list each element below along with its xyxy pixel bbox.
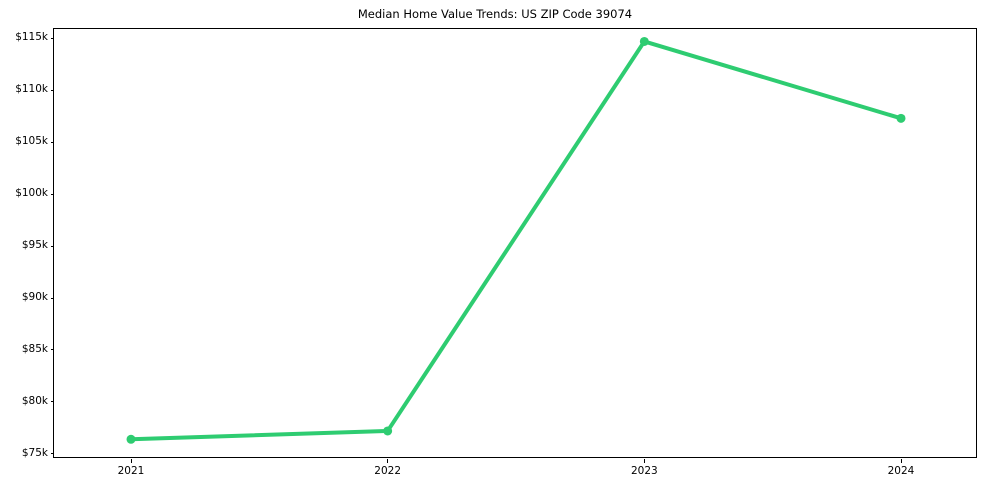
y-tick-label: $75k <box>21 446 48 459</box>
data-point-marker <box>639 36 649 46</box>
series-markers <box>126 36 906 444</box>
series-line-path <box>129 39 903 442</box>
y-tick-label: $100k <box>15 187 48 200</box>
chart-title: Median Home Value Trends: US ZIP Code 39… <box>357 7 633 21</box>
y-tick-mark <box>50 193 54 195</box>
series-line-chart <box>126 36 906 444</box>
y-tick-label: $90k <box>21 291 48 303</box>
data-point-marker <box>126 434 136 444</box>
y-tick-mark <box>50 245 54 247</box>
y-tick-mark <box>50 349 54 351</box>
x-tick-label: 2021 <box>117 465 145 477</box>
y-tick-label: $85k <box>21 342 48 355</box>
y-tick-mark <box>50 89 54 91</box>
x-tick-mark <box>130 459 132 463</box>
data-point-marker <box>896 113 906 123</box>
y-tick-mark <box>50 141 54 143</box>
y-tick-mark <box>50 37 54 39</box>
plot-inner: $75k $80k $85k $90k $95k $100k $105k $110k $115k… <box>15 29 976 477</box>
y-tick-mark <box>50 453 54 455</box>
plot-area: $75k $80k $85k $90k $95k $100k $105k $110k $115k… <box>15 28 977 477</box>
y-tick-label: $95k <box>21 239 48 252</box>
x-tick-label: 2024 <box>887 465 915 477</box>
y-tick-label: $105k <box>15 135 48 148</box>
y-tick-mark <box>50 401 54 403</box>
x-tick-label: 2022 <box>374 465 402 477</box>
data-point-marker <box>383 426 393 436</box>
y-tick-mark <box>50 297 54 299</box>
x-tick-mark <box>643 459 645 463</box>
y-tick-label: $110k <box>15 83 48 96</box>
y-tick-label: $115k <box>15 31 48 44</box>
x-tick-mark <box>900 459 902 463</box>
x-tick-label: 2023 <box>630 465 658 477</box>
x-tick-mark <box>387 459 389 463</box>
y-tick-label: $80k <box>21 394 48 407</box>
